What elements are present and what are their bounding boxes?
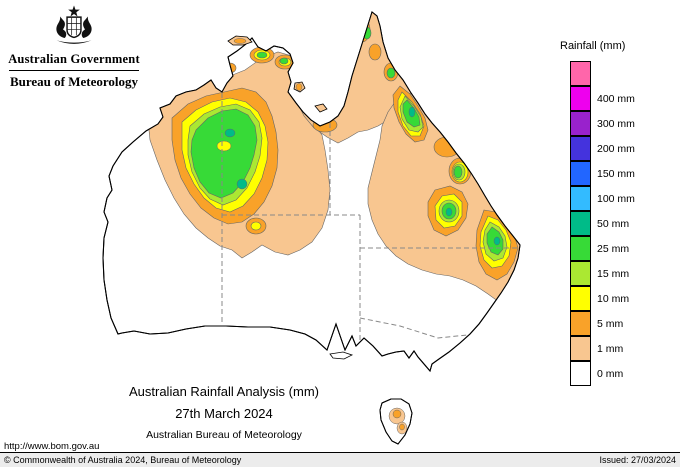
contours-50mm (224, 106, 501, 246)
state-border-nsw-vic (359, 317, 468, 339)
legend-entry: 50 mm (552, 210, 678, 236)
legend-swatch (570, 160, 591, 186)
legend-label: 0 mm (597, 367, 624, 380)
logo-divider (9, 70, 139, 71)
legend-label: 50 mm (597, 217, 630, 230)
tasmania-group (379, 398, 413, 445)
legend-entry: 5 mm (552, 310, 678, 336)
legend-entry: 1 mm (552, 335, 678, 361)
copyright-text: © Commonwealth of Australia 2024, Bureau… (4, 455, 242, 465)
rainfall-legend: Rainfall (mm) 400 mm 300 mm 200 mm 150 mm 10… (552, 40, 678, 386)
footer-bar: © Commonwealth of Australia 2024, Bureau… (0, 452, 680, 467)
map-title: Australian Rainfall Analysis (mm) (128, 384, 319, 399)
legend-label: 300 mm (597, 117, 635, 130)
issued-text: Issued: 27/03/2024 (599, 455, 676, 465)
legend-swatch (570, 335, 591, 361)
legend-label: 400 mm (597, 92, 635, 105)
legend-swatch (570, 310, 591, 336)
legend-swatch (570, 360, 591, 386)
legend-label: 5 mm (597, 317, 624, 330)
legend-entry: 15 mm (552, 260, 678, 286)
rainfall-contours (147, 12, 520, 303)
legend-label: 1 mm (597, 342, 624, 355)
legend-swatch (570, 285, 591, 311)
legend-entry: 200 mm (552, 135, 678, 161)
legend-entry: 25 mm (552, 235, 678, 261)
bureau-label: Bureau of Meteorology (9, 74, 139, 89)
legend-swatch (570, 60, 591, 86)
legend-swatch (570, 135, 591, 161)
coat-of-arms-icon (56, 5, 92, 44)
legend-label: 15 mm (597, 267, 630, 280)
legend-entry: 100 mm (552, 185, 678, 211)
islands-group (227, 35, 354, 360)
legend-entry: 400 mm (552, 85, 678, 111)
map-caption: Australian Rainfall Analysis (mm) 27th M… (118, 384, 330, 441)
legend-swatch (570, 110, 591, 136)
legend-label: 150 mm (597, 167, 635, 180)
map-date: 27th March 2024 (175, 406, 273, 421)
legend-title: Rainfall (mm) (560, 40, 626, 52)
legend-swatch (570, 210, 591, 236)
legend-entry: 150 mm (552, 160, 678, 186)
legend-entry (552, 60, 678, 86)
legend-swatch (570, 185, 591, 211)
state-borders (221, 93, 517, 341)
government-label: Australian Government (8, 52, 140, 66)
legend-swatch (570, 85, 591, 111)
island-kangaroo (329, 351, 354, 360)
legend-label: 200 mm (597, 142, 635, 155)
legend-entry: 10 mm (552, 285, 678, 311)
legend-entries: 400 mm 300 mm 200 mm 150 mm 100 mm 50 mm 25 mm… (552, 60, 678, 386)
legend-swatch (570, 260, 591, 286)
legend-entry: 0 mm (552, 360, 678, 386)
tasmania-contours (388, 407, 408, 435)
contours-local-minima (216, 140, 232, 152)
bom-url: http://www.bom.gov.au (4, 441, 100, 452)
legend-label: 25 mm (597, 242, 630, 255)
island-mornington (314, 103, 328, 113)
legend-swatch (570, 235, 591, 261)
map-credit: Australian Bureau of Meteorology (146, 429, 302, 441)
legend-label: 10 mm (597, 292, 630, 305)
bom-logo-block: Australian Government Bureau of Meteorol… (8, 4, 140, 90)
legend-label: 100 mm (597, 192, 635, 205)
legend-entry: 300 mm (552, 110, 678, 136)
